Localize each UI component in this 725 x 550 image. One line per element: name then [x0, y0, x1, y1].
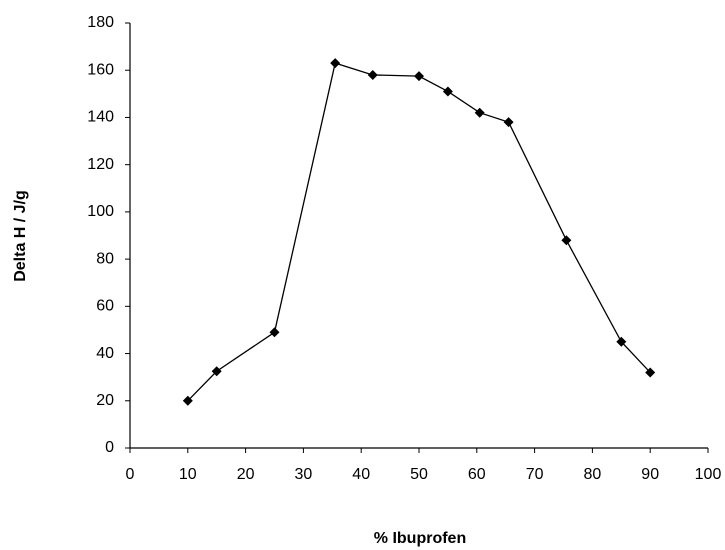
data-marker [645, 367, 656, 378]
y-axis-label: Delta H / J/g [12, 190, 29, 282]
y-tick-label: 0 [105, 439, 114, 456]
data-marker [442, 86, 453, 97]
data-marker [330, 58, 341, 69]
x-tick-label: 40 [352, 466, 370, 483]
data-marker [182, 395, 193, 406]
x-tick-label: 80 [584, 466, 602, 483]
x-tick-label: 0 [126, 466, 135, 483]
data-marker [269, 327, 280, 338]
y-tick-label: 160 [87, 61, 114, 78]
y-tick-label: 40 [96, 345, 114, 362]
y-tick-label: 60 [96, 298, 114, 315]
y-tick-label: 100 [87, 203, 114, 220]
data-marker [616, 336, 627, 347]
x-tick-label: 20 [237, 466, 255, 483]
y-tick-label: 180 [87, 14, 114, 31]
y-tick-label: 120 [87, 156, 114, 173]
x-tick-label: 10 [179, 466, 197, 483]
data-line [187, 62, 651, 402]
data-marker [503, 117, 514, 128]
x-tick-label: 50 [410, 466, 428, 483]
data-marker [474, 107, 485, 118]
x-axis-label: % Ibuprofen [374, 530, 466, 547]
data-marker [414, 71, 424, 82]
x-tick-label: 60 [468, 466, 486, 483]
x-tick-label: 30 [295, 466, 313, 483]
x-tick-label: 100 [695, 466, 722, 483]
y-tick-label: 20 [96, 392, 114, 409]
data-marker [367, 69, 378, 80]
y-tick-label: 140 [87, 109, 114, 126]
x-tick-label: 70 [526, 466, 544, 483]
x-tick-label: 90 [641, 466, 659, 483]
data-marker [561, 235, 572, 246]
data-marker [211, 366, 222, 377]
y-tick-label: 80 [96, 250, 114, 267]
